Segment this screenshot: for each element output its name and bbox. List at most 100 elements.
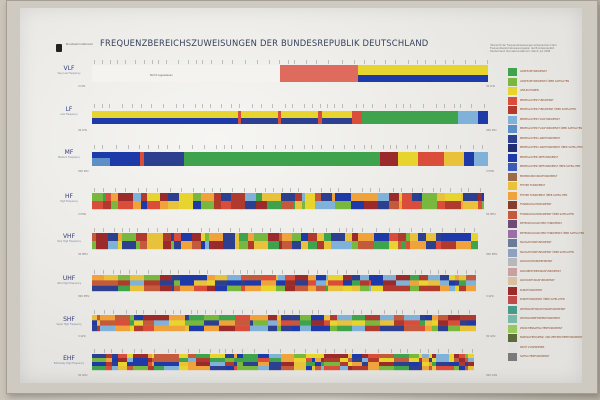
frequency-tick [399, 228, 400, 232]
allocation-block [118, 280, 130, 286]
frequency-tick [464, 228, 465, 232]
allocation-block [193, 193, 201, 202]
allocation-block [214, 201, 221, 210]
allocation-block [122, 241, 136, 250]
allocation-block [237, 362, 243, 367]
legend-item: AMATEURFUNKDIENST [508, 68, 578, 76]
allocation-block [352, 366, 362, 371]
allocation-block [285, 280, 295, 286]
allocation-block [448, 315, 460, 321]
frequency-tick [391, 349, 392, 353]
allocation-block [192, 241, 201, 250]
allocation-block [231, 201, 245, 210]
allocation-block [461, 193, 463, 202]
allocation-block [324, 241, 331, 250]
frequency-tick [144, 60, 145, 64]
allocation-block [389, 233, 398, 242]
allocation-block [168, 201, 179, 210]
frequency-tick [126, 310, 127, 314]
allocation-block [444, 152, 464, 166]
allocation-block [269, 354, 281, 359]
allocation-block [394, 325, 404, 332]
frequency-tick [177, 228, 178, 232]
allocation-block [422, 366, 429, 371]
legend-label: BEWEGLICHER FLUGFUNKDIENST ÜBER SATELLIT… [520, 127, 582, 130]
allocation-block [316, 280, 326, 286]
freq-start-hf: 3 MHz [78, 213, 87, 216]
allocation-block [205, 241, 209, 250]
allocation-block [227, 285, 241, 292]
allocation-block [92, 152, 110, 158]
frequency-tick [103, 228, 104, 232]
allocation-block [140, 233, 147, 242]
allocation-block [277, 325, 281, 332]
allocation-block [337, 320, 352, 326]
frequency-tick [427, 310, 428, 314]
frequency-tick [170, 270, 171, 274]
frequency-tick [94, 60, 95, 64]
allocation-block [245, 285, 261, 292]
frequency-tick [210, 104, 211, 108]
allocation-block [292, 241, 301, 250]
allocation-block [331, 241, 345, 250]
legend-item: FESTER FUNKDIENST ÜBER SATELLITEN [508, 191, 578, 200]
allocation-block [295, 201, 302, 210]
frequency-tick [102, 60, 103, 64]
legend-item: BEWEGLICHER FUNKDIENST [508, 96, 578, 105]
frequency-tick [254, 270, 255, 274]
frequency-tick [195, 104, 196, 108]
allocation-block [234, 362, 237, 367]
frequency-tick [312, 310, 313, 314]
frequency-tick [460, 104, 461, 108]
allocation-block [315, 362, 321, 367]
frequency-tick [138, 188, 139, 192]
frequency-tick [109, 104, 110, 108]
legend-item: AMATEURFUNKDIENST ÜBER SATELLITEN [508, 77, 578, 86]
frequency-tick [154, 349, 155, 353]
frequency-tick [326, 228, 327, 232]
allocation-block [144, 275, 160, 281]
legend-swatch [508, 220, 517, 228]
band-row-ehf [92, 348, 474, 373]
allocation-block [340, 358, 348, 363]
allocation-block [398, 241, 401, 250]
allocation-block [454, 366, 459, 371]
allocation-block [352, 354, 362, 359]
allocation-block [379, 354, 394, 359]
frequency-tick [344, 145, 345, 149]
allocation-block [204, 320, 219, 326]
allocation-block [401, 241, 406, 250]
allocation-block [468, 366, 474, 371]
allocation-block [160, 285, 172, 292]
freq-start-lf: 30 kHz [78, 129, 87, 132]
frequency-tick [466, 270, 467, 274]
allocation-block [268, 241, 279, 250]
allocation-block [174, 233, 181, 242]
legend-item: FUNKNAVIGATIONSDIENST [508, 201, 578, 209]
allocation-block [463, 193, 478, 202]
allocation-block [365, 320, 380, 326]
band-label-vlf: VLF Very Low Frequency [57, 65, 81, 76]
frequency-tick [104, 310, 105, 314]
allocation-block [280, 65, 358, 82]
frequency-tick [176, 104, 177, 108]
allocation-block [242, 118, 352, 124]
allocation-block [306, 358, 312, 363]
frequency-tick [402, 310, 403, 314]
allocation-block [174, 280, 180, 286]
allocation-block [402, 201, 412, 210]
allocation-block [104, 275, 118, 281]
legend-item: FUNKNAVIGATIONSDIENST ÜBER SATELLITEN [508, 210, 578, 219]
allocation-block [279, 233, 282, 242]
allocation-block [174, 275, 180, 281]
frequency-tick [372, 104, 373, 108]
allocation-block [118, 354, 127, 359]
allocation-block [281, 358, 294, 363]
allocation-block [308, 233, 317, 242]
legend-item: BEWEGLICHER LANDFUNKDIENST [508, 134, 578, 143]
allocation-block [312, 362, 315, 367]
allocation-block [210, 362, 225, 367]
allocation-block [306, 354, 312, 359]
frequency-tick [146, 188, 147, 192]
frequency-tick [438, 145, 439, 149]
